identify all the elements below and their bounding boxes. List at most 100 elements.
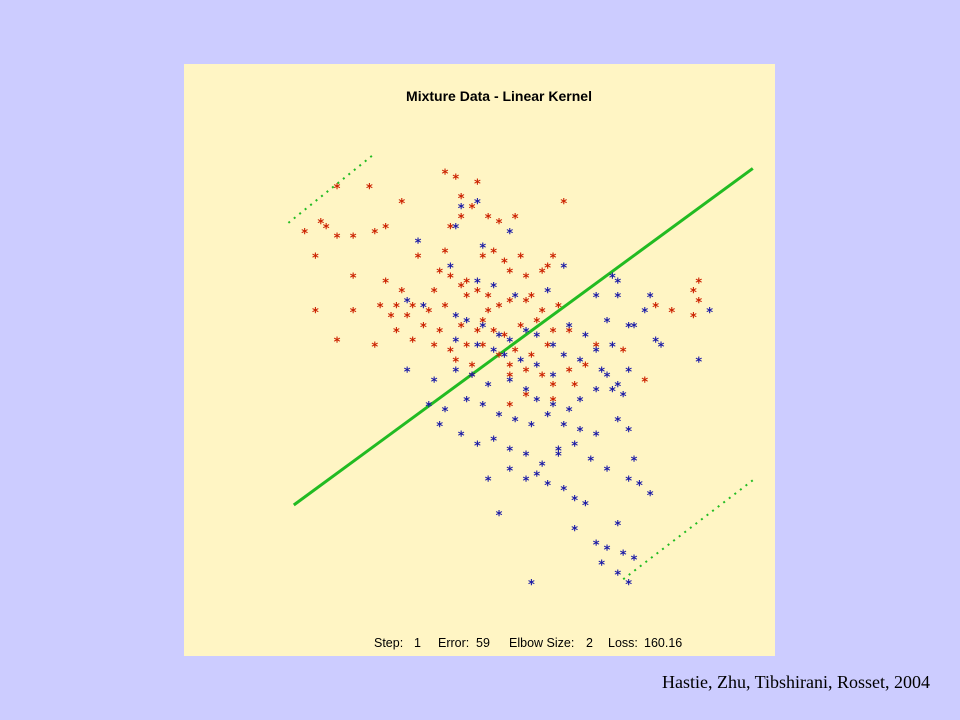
data-point-blue: * [485,474,492,489]
data-point-red: * [555,301,562,316]
data-point-red: * [695,276,702,291]
data-point-red: * [523,296,530,311]
data-point-red: * [312,252,319,267]
data-point-red: * [668,306,675,321]
data-point-blue: * [566,405,573,420]
data-point-red: * [404,311,411,326]
data-point-blue: * [604,544,611,559]
data-point-blue: * [452,365,459,380]
data-point-red: * [463,291,470,306]
data-point-red: * [517,252,524,267]
data-point-blue: * [431,375,438,390]
data-point-red: * [393,301,400,316]
data-point-red: * [409,301,416,316]
data-point-red: * [620,346,627,361]
data-point-blue: * [463,395,470,410]
margin-line-1 [287,152,376,224]
status-bar: Step: 1 Error: 59 Elbow Size: 2 Loss: 16… [374,636,682,650]
data-point-red: * [463,276,470,291]
data-point-red: * [523,271,530,286]
data-point-blue: * [523,474,530,489]
data-point-blue: * [571,440,578,455]
decision-boundary-line [292,167,754,507]
data-point-blue: * [614,380,621,395]
data-point-blue: * [614,291,621,306]
data-point-blue: * [560,351,567,366]
data-point-blue: * [609,271,616,286]
boundary-lines [287,152,754,581]
data-point-blue: * [620,549,627,564]
data-point-red: * [479,341,486,356]
data-point-blue: * [625,578,632,593]
data-point-blue: * [604,464,611,479]
data-point-red: * [690,286,697,301]
data-point-blue: * [604,370,611,385]
data-point-blue: * [550,370,557,385]
data-point-red: * [334,232,341,247]
data-point-red: * [388,311,395,326]
data-point-red: * [641,375,648,390]
error-label: Error: [438,636,469,650]
data-point-red: * [566,326,573,341]
data-point-blue: * [496,331,503,346]
data-point-red: * [506,370,513,385]
data-point-blue: * [506,464,513,479]
data-point-blue: * [436,420,443,435]
data-point-blue: * [528,578,535,593]
error-value: 59 [476,636,490,650]
data-point-blue: * [560,261,567,276]
data-point-blue: * [550,341,557,356]
data-point-red: * [506,266,513,281]
data-point-red: * [415,252,422,267]
data-point-red: * [350,306,357,321]
data-point-red: * [469,360,476,375]
data-point-red: * [366,182,373,197]
data-point-blue: * [625,474,632,489]
data-point-red: * [550,252,557,267]
data-point-blue: * [528,420,535,435]
data-point-red: * [695,296,702,311]
data-point-blue: * [609,341,616,356]
data-point-red: * [458,212,465,227]
data-point-red: * [496,217,503,232]
data-point-blue: * [647,489,654,504]
data-point-blue: * [587,454,594,469]
data-point-blue: * [577,395,584,410]
data-point-red: * [533,316,540,331]
data-point-blue: * [506,375,513,390]
data-point-blue: * [420,301,427,316]
data-point-red: * [436,266,443,281]
data-point-red: * [523,365,530,380]
data-point-red: * [560,197,567,212]
data-point-blue: * [560,420,567,435]
data-point-red: * [350,232,357,247]
data-point-blue: * [474,440,481,455]
data-point-blue: * [593,291,600,306]
data-point-red: * [317,217,324,232]
data-point-blue: * [533,395,540,410]
data-point-red: * [409,336,416,351]
data-point-red: * [382,276,389,291]
data-point-blue: * [625,321,632,336]
data-point-blue: * [539,459,546,474]
data-point-blue: * [458,430,465,445]
data-point-blue: * [593,385,600,400]
data-point-blue: * [533,360,540,375]
data-point-red: * [517,321,524,336]
data-point-red: * [452,355,459,370]
data-point-red: * [490,247,497,262]
data-point-red: * [506,360,513,375]
data-point-blue: * [479,321,486,336]
data-point-red: * [539,306,546,321]
data-point-red: * [371,227,378,242]
data-point-blue: * [555,450,562,465]
data-point-blue: * [474,341,481,356]
data-point-red: * [312,306,319,321]
data-point-red: * [512,346,519,361]
data-point-blue: * [593,539,600,554]
data-point-red: * [431,286,438,301]
chart-title: Mixture Data - Linear Kernel [406,88,592,104]
step-value: 1 [414,636,421,650]
data-point-blue: * [474,197,481,212]
